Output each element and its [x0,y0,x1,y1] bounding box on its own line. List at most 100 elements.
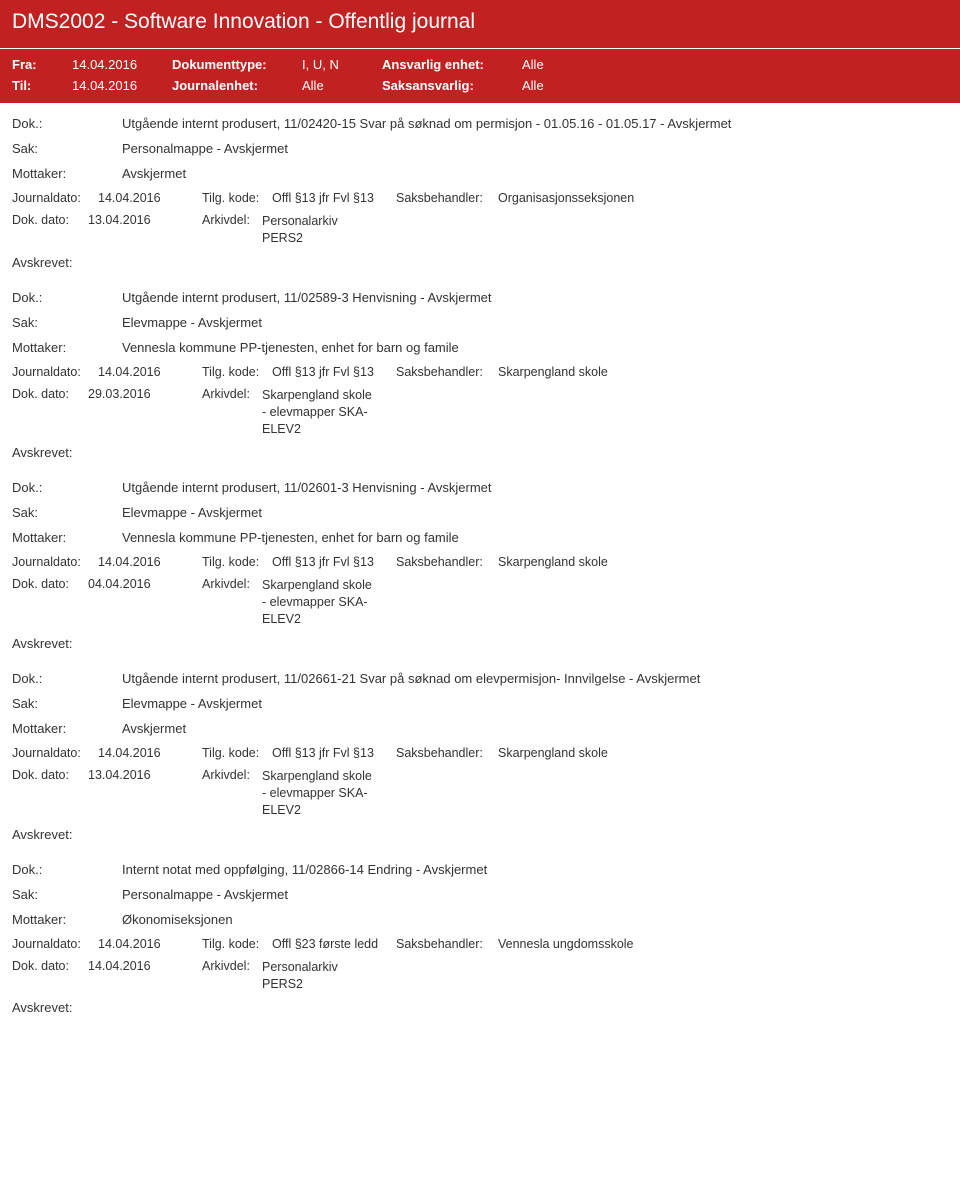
journaldato-value: 14.04.2016 [98,365,202,379]
meta-til-value: 14.04.2016 [72,78,172,93]
dok-label: Dok.: [12,862,122,877]
arkivdel-label: Arkivdel: [202,959,262,973]
journaldato-label: Journaldato: [12,555,98,569]
meta-ansvarlig-label: Ansvarlig enhet: [382,57,522,72]
dok-value: Utgående internt produsert, 11/02661-21 … [122,671,948,686]
dok-value: Utgående internt produsert, 11/02601-3 H… [122,480,948,495]
meta-journalenhet-value: Alle [302,78,382,93]
dok-label: Dok.: [12,480,122,495]
meta-doktype-value: I, U, N [302,57,382,72]
dokdato-value: 04.04.2016 [88,577,202,591]
journal-entry: Dok.: Utgående internt produsert, 11/024… [0,104,960,278]
journal-entry: Dok.: Utgående internt produsert, 11/026… [0,468,960,659]
journaldato-label: Journaldato: [12,191,98,205]
meta-row-fra: Fra: 14.04.2016 Dokumenttype: I, U, N An… [12,57,948,72]
dok-label: Dok.: [12,116,122,131]
sak-label: Sak: [12,696,122,711]
dokdato-label: Dok. dato: [12,387,88,401]
dok-value: Utgående internt produsert, 11/02589-3 H… [122,290,948,305]
meta-bar: Fra: 14.04.2016 Dokumenttype: I, U, N An… [0,49,960,104]
mottaker-label: Mottaker: [12,721,122,736]
mottaker-value: Vennesla kommune PP-tjenesten, enhet for… [122,340,948,355]
arkivdel-value: Personalarkiv PERS2 [262,959,422,993]
arkivdel-label: Arkivdel: [202,213,262,227]
tilgkode-value: Offl §23 første ledd [272,937,396,951]
journal-entry: Dok.: Utgående internt produsert, 11/026… [0,659,960,850]
arkivdel-value: Skarpengland skole - elevmapper SKA- ELE… [262,768,422,819]
tilgkode-value: Offl §13 jfr Fvl §13 [272,746,396,760]
mottaker-label: Mottaker: [12,530,122,545]
journaldato-value: 14.04.2016 [98,937,202,951]
avskrevet-label: Avskrevet: [12,445,948,460]
arkivdel-label: Arkivdel: [202,577,262,591]
journaldato-label: Journaldato: [12,365,98,379]
sak-label: Sak: [12,887,122,902]
arkivdel-value: Personalarkiv PERS2 [262,213,422,247]
saksbehandler-value: Vennesla ungdomsskole [498,937,948,951]
dokdato-label: Dok. dato: [12,768,88,782]
journal-entry: Dok.: Internt notat med oppfølging, 11/0… [0,850,960,1024]
journal-entry: Dok.: Utgående internt produsert, 11/025… [0,278,960,469]
saksbehandler-label: Saksbehandler: [396,191,498,205]
avskrevet-label: Avskrevet: [12,1000,948,1015]
mottaker-value: Avskjermet [122,166,948,181]
mottaker-value: Vennesla kommune PP-tjenesten, enhet for… [122,530,948,545]
journaldato-label: Journaldato: [12,937,98,951]
journaldato-value: 14.04.2016 [98,746,202,760]
page-title: DMS2002 - Software Innovation - Offentli… [0,0,960,49]
dokdato-label: Dok. dato: [12,213,88,227]
meta-saksansvarlig-label: Saksansvarlig: [382,78,522,93]
meta-til-label: Til: [12,78,72,93]
tilgkode-label: Tilg. kode: [202,555,272,569]
journaldato-value: 14.04.2016 [98,555,202,569]
tilgkode-label: Tilg. kode: [202,191,272,205]
dok-label: Dok.: [12,671,122,686]
sak-value: Elevmappe - Avskjermet [122,315,948,330]
saksbehandler-value: Skarpengland skole [498,746,948,760]
arkivdel-value: Skarpengland skole - elevmapper SKA- ELE… [262,387,422,438]
tilgkode-label: Tilg. kode: [202,746,272,760]
saksbehandler-value: Skarpengland skole [498,555,948,569]
saksbehandler-value: Organisasjonsseksjonen [498,191,948,205]
sak-value: Personalmappe - Avskjermet [122,887,948,902]
arkivdel-label: Arkivdel: [202,387,262,401]
sak-value: Elevmappe - Avskjermet [122,505,948,520]
dok-label: Dok.: [12,290,122,305]
tilgkode-label: Tilg. kode: [202,937,272,951]
saksbehandler-label: Saksbehandler: [396,746,498,760]
arkivdel-label: Arkivdel: [202,768,262,782]
meta-fra-value: 14.04.2016 [72,57,172,72]
entries-list: Dok.: Utgående internt produsert, 11/024… [0,104,960,1023]
meta-fra-label: Fra: [12,57,72,72]
journaldato-label: Journaldato: [12,746,98,760]
saksbehandler-label: Saksbehandler: [396,937,498,951]
sak-value: Personalmappe - Avskjermet [122,141,948,156]
dokdato-value: 29.03.2016 [88,387,202,401]
saksbehandler-label: Saksbehandler: [396,365,498,379]
meta-saksansvarlig-value: Alle [522,78,582,93]
mottaker-label: Mottaker: [12,340,122,355]
dokdato-value: 14.04.2016 [88,959,202,973]
saksbehandler-label: Saksbehandler: [396,555,498,569]
avskrevet-label: Avskrevet: [12,255,948,270]
mottaker-label: Mottaker: [12,912,122,927]
dokdato-value: 13.04.2016 [88,768,202,782]
meta-row-til: Til: 14.04.2016 Journalenhet: Alle Saksa… [12,78,948,93]
arkivdel-value: Skarpengland skole - elevmapper SKA- ELE… [262,577,422,628]
dokdato-label: Dok. dato: [12,577,88,591]
tilgkode-value: Offl §13 jfr Fvl §13 [272,191,396,205]
mottaker-value: Økonomiseksjonen [122,912,948,927]
sak-label: Sak: [12,315,122,330]
tilgkode-value: Offl §13 jfr Fvl §13 [272,555,396,569]
mottaker-value: Avskjermet [122,721,948,736]
meta-journalenhet-label: Journalenhet: [172,78,302,93]
sak-value: Elevmappe - Avskjermet [122,696,948,711]
saksbehandler-value: Skarpengland skole [498,365,948,379]
meta-ansvarlig-value: Alle [522,57,582,72]
journaldato-value: 14.04.2016 [98,191,202,205]
dok-value: Internt notat med oppfølging, 11/02866-1… [122,862,948,877]
tilgkode-value: Offl §13 jfr Fvl §13 [272,365,396,379]
sak-label: Sak: [12,141,122,156]
avskrevet-label: Avskrevet: [12,636,948,651]
dokdato-value: 13.04.2016 [88,213,202,227]
